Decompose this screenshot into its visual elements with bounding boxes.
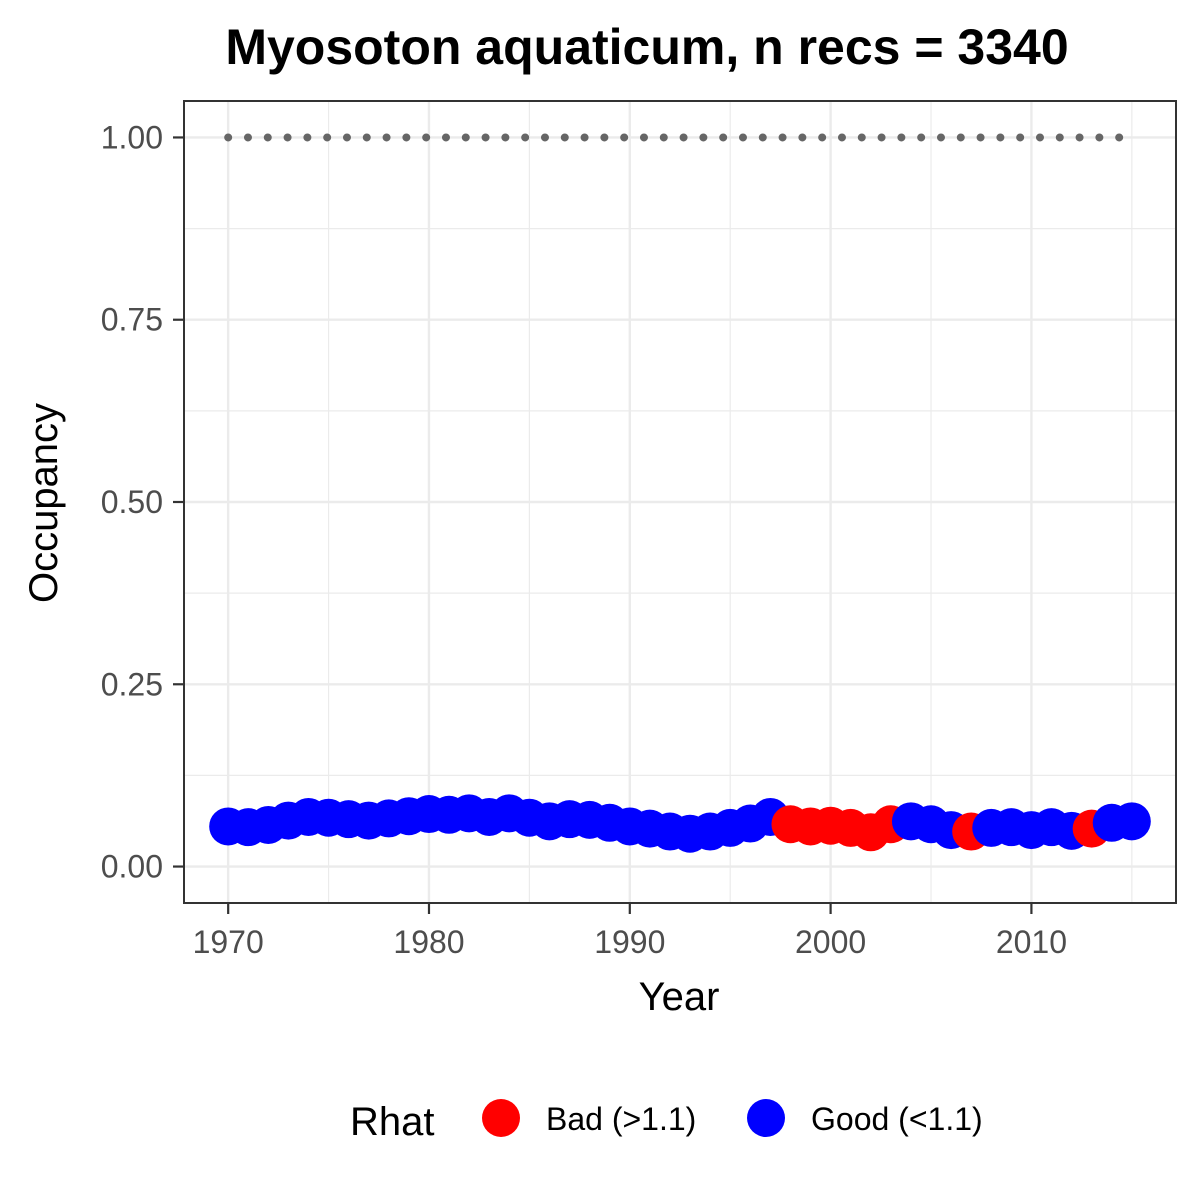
legend-key: [482, 1099, 520, 1137]
data-points: [209, 794, 1151, 853]
legend-label: Good (<1.1): [811, 1101, 983, 1137]
legend-key: [747, 1099, 785, 1137]
x-tick-label: 1980: [393, 924, 464, 960]
x-tick-label: 2000: [795, 924, 866, 960]
x-tick-label: 2010: [996, 924, 1067, 960]
y-axis-title: Occupancy: [22, 403, 66, 603]
data-point: [1112, 802, 1151, 841]
chart-title: Myosoton aquaticum, n recs = 3340: [225, 19, 1068, 75]
legend: Rhat Bad (>1.1) Good (<1.1): [350, 1099, 983, 1144]
x-tick-label: 1970: [193, 924, 264, 960]
x-axis: 1970 1980 1990 2000 2010: [193, 903, 1067, 960]
legend-entries: Bad (>1.1) Good (<1.1): [482, 1099, 983, 1137]
major-gridlines: [184, 101, 1176, 903]
legend-label: Bad (>1.1): [546, 1101, 696, 1137]
plot-panel: [183, 100, 1177, 904]
y-tick-label: 1.00: [101, 119, 163, 155]
x-axis-title: Year: [639, 975, 720, 1019]
y-axis: 0.00 0.25 0.50 0.75 1.00: [101, 119, 184, 885]
legend-title: Rhat: [350, 1100, 435, 1144]
y-tick-label: 0.25: [101, 666, 163, 702]
y-tick-label: 0.50: [101, 484, 163, 520]
x-tick-label: 1990: [594, 924, 665, 960]
y-tick-label: 0.75: [101, 302, 163, 338]
y-tick-label: 0.00: [101, 849, 163, 885]
